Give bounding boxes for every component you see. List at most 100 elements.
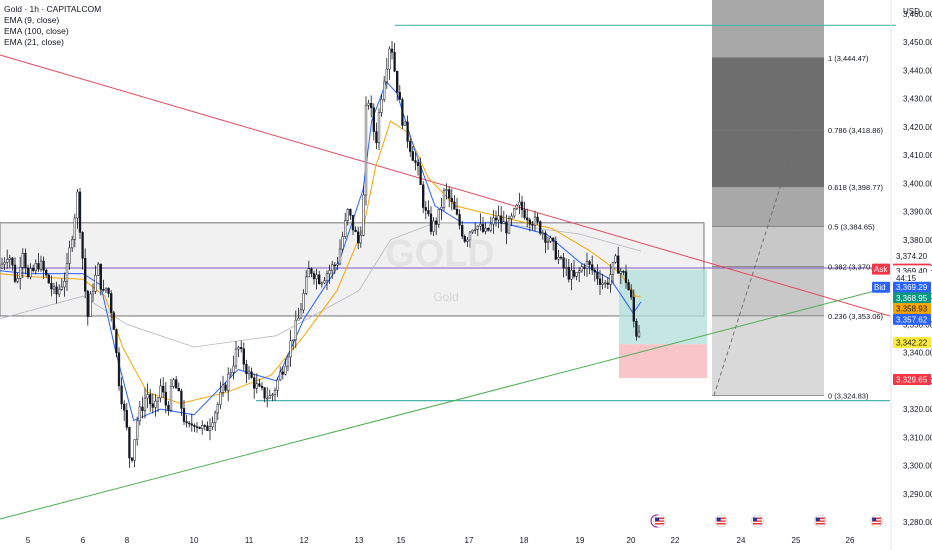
candle-body [593,269,596,273]
candle-body [279,371,282,381]
y-tick-label: 3,320.00 [903,405,932,414]
candle-body [307,268,310,278]
fib-zone [712,130,824,187]
candle-body [84,258,87,292]
candle-body [617,255,620,274]
candle-body [604,282,607,285]
candle-body [585,261,589,269]
candle-body [461,225,464,237]
us-flag-event-icon[interactable] [653,514,666,528]
candle-body [349,209,352,216]
us-flag-event-icon[interactable] [870,514,884,528]
candle-body [424,207,427,211]
y-tick-label: 3,460.00 [903,10,932,19]
fib-level-label: 0.786 (3,418.86) [828,126,884,135]
candle-body [580,266,583,272]
fibonacci-retracement[interactable] [712,0,824,396]
candle-body [281,371,284,375]
candle-body [159,385,162,399]
flag-icon-stripes [815,517,825,525]
flag-icon-stripe [655,519,665,521]
candle-body [455,209,459,215]
candle-body [128,427,131,459]
flag-icon-canton [716,517,721,521]
candle-body [8,257,11,260]
symbol-title[interactable]: Gold · 1h · CAPITALCOM [4,4,102,14]
candle-body [162,385,165,393]
candle-body [331,264,334,271]
candle-body [3,262,6,265]
chart-legend: Gold · 1h · CAPITALCOM EMA (9, close) EM… [4,4,101,48]
ema-9-legend[interactable]: EMA (9, close) [4,15,60,25]
x-tick-label: 6 [81,536,86,545]
candle-body [328,270,331,275]
candle-body [240,347,243,349]
candle-body [414,160,417,163]
candle-body [6,259,9,263]
y-tick-label: 3,440.00 [903,66,932,75]
candle-body [351,215,355,231]
candle-body [102,289,105,291]
fib-level-label: 0.618 (3,398.77) [828,183,884,192]
candle-body [130,457,134,461]
candle-body [562,257,565,269]
candle-body [375,131,378,144]
candle-body [211,422,214,427]
price-tag-value: 3,369.40 [896,267,928,276]
candle-body [513,208,516,217]
long-position-tool[interactable] [619,269,707,379]
candle-body [141,406,144,411]
candle-body [21,252,24,268]
flag-icon-stripes [753,517,762,525]
x-tick-label: 25 [792,536,801,545]
candle-body [601,282,604,285]
candle-body [359,235,362,244]
candle-body [86,290,89,317]
ema-21-legend[interactable]: EMA (21, close) [4,37,64,47]
candle-body [78,191,82,233]
us-flag-event-icon[interactable] [751,514,764,528]
candle-body [544,232,547,243]
trendlines[interactable] [0,54,891,520]
candle-body [29,268,32,278]
candle-body [37,263,40,270]
event-icons[interactable] [650,514,884,528]
candle-body [489,223,492,231]
us-flag-event-icon[interactable] [813,514,827,528]
candle-body [232,365,235,373]
price-tag-value: 3,329.65 [896,375,928,384]
price-tag-bg [893,337,931,349]
range-box[interactable] [0,222,705,317]
ema-100-legend[interactable]: EMA (100, close) [4,26,69,36]
candle-body [58,289,61,295]
candle-body [271,394,274,397]
candle-body [429,213,433,232]
candle-body [377,112,381,144]
candle-body [219,392,222,405]
fib-level-label: 0.5 (3,384.65) [828,223,875,232]
candle-body [354,229,357,233]
x-tick-label: 11 [245,536,254,545]
us-flag-event-icon[interactable] [714,514,728,528]
candle-body [515,204,518,210]
candle-body [341,236,344,250]
horizontal-levels[interactable] [0,24,896,402]
x-tick-label: 10 [190,536,199,545]
candle-body [133,439,136,461]
candle-body [567,267,570,280]
candle-body [554,240,557,260]
candle-body [73,217,76,240]
candle-body [528,219,531,225]
candle-body [393,52,396,72]
fib-zone [712,57,824,131]
y-tick-label: 3,430.00 [903,95,932,104]
candle-body [91,291,95,295]
fib-zone [712,186,824,227]
flag-icon-stripe [753,521,762,523]
candle-body [224,384,227,391]
candle-body [445,189,448,191]
candle-body [167,404,170,411]
price-tag-bg [893,272,931,284]
candle-body [627,282,630,291]
